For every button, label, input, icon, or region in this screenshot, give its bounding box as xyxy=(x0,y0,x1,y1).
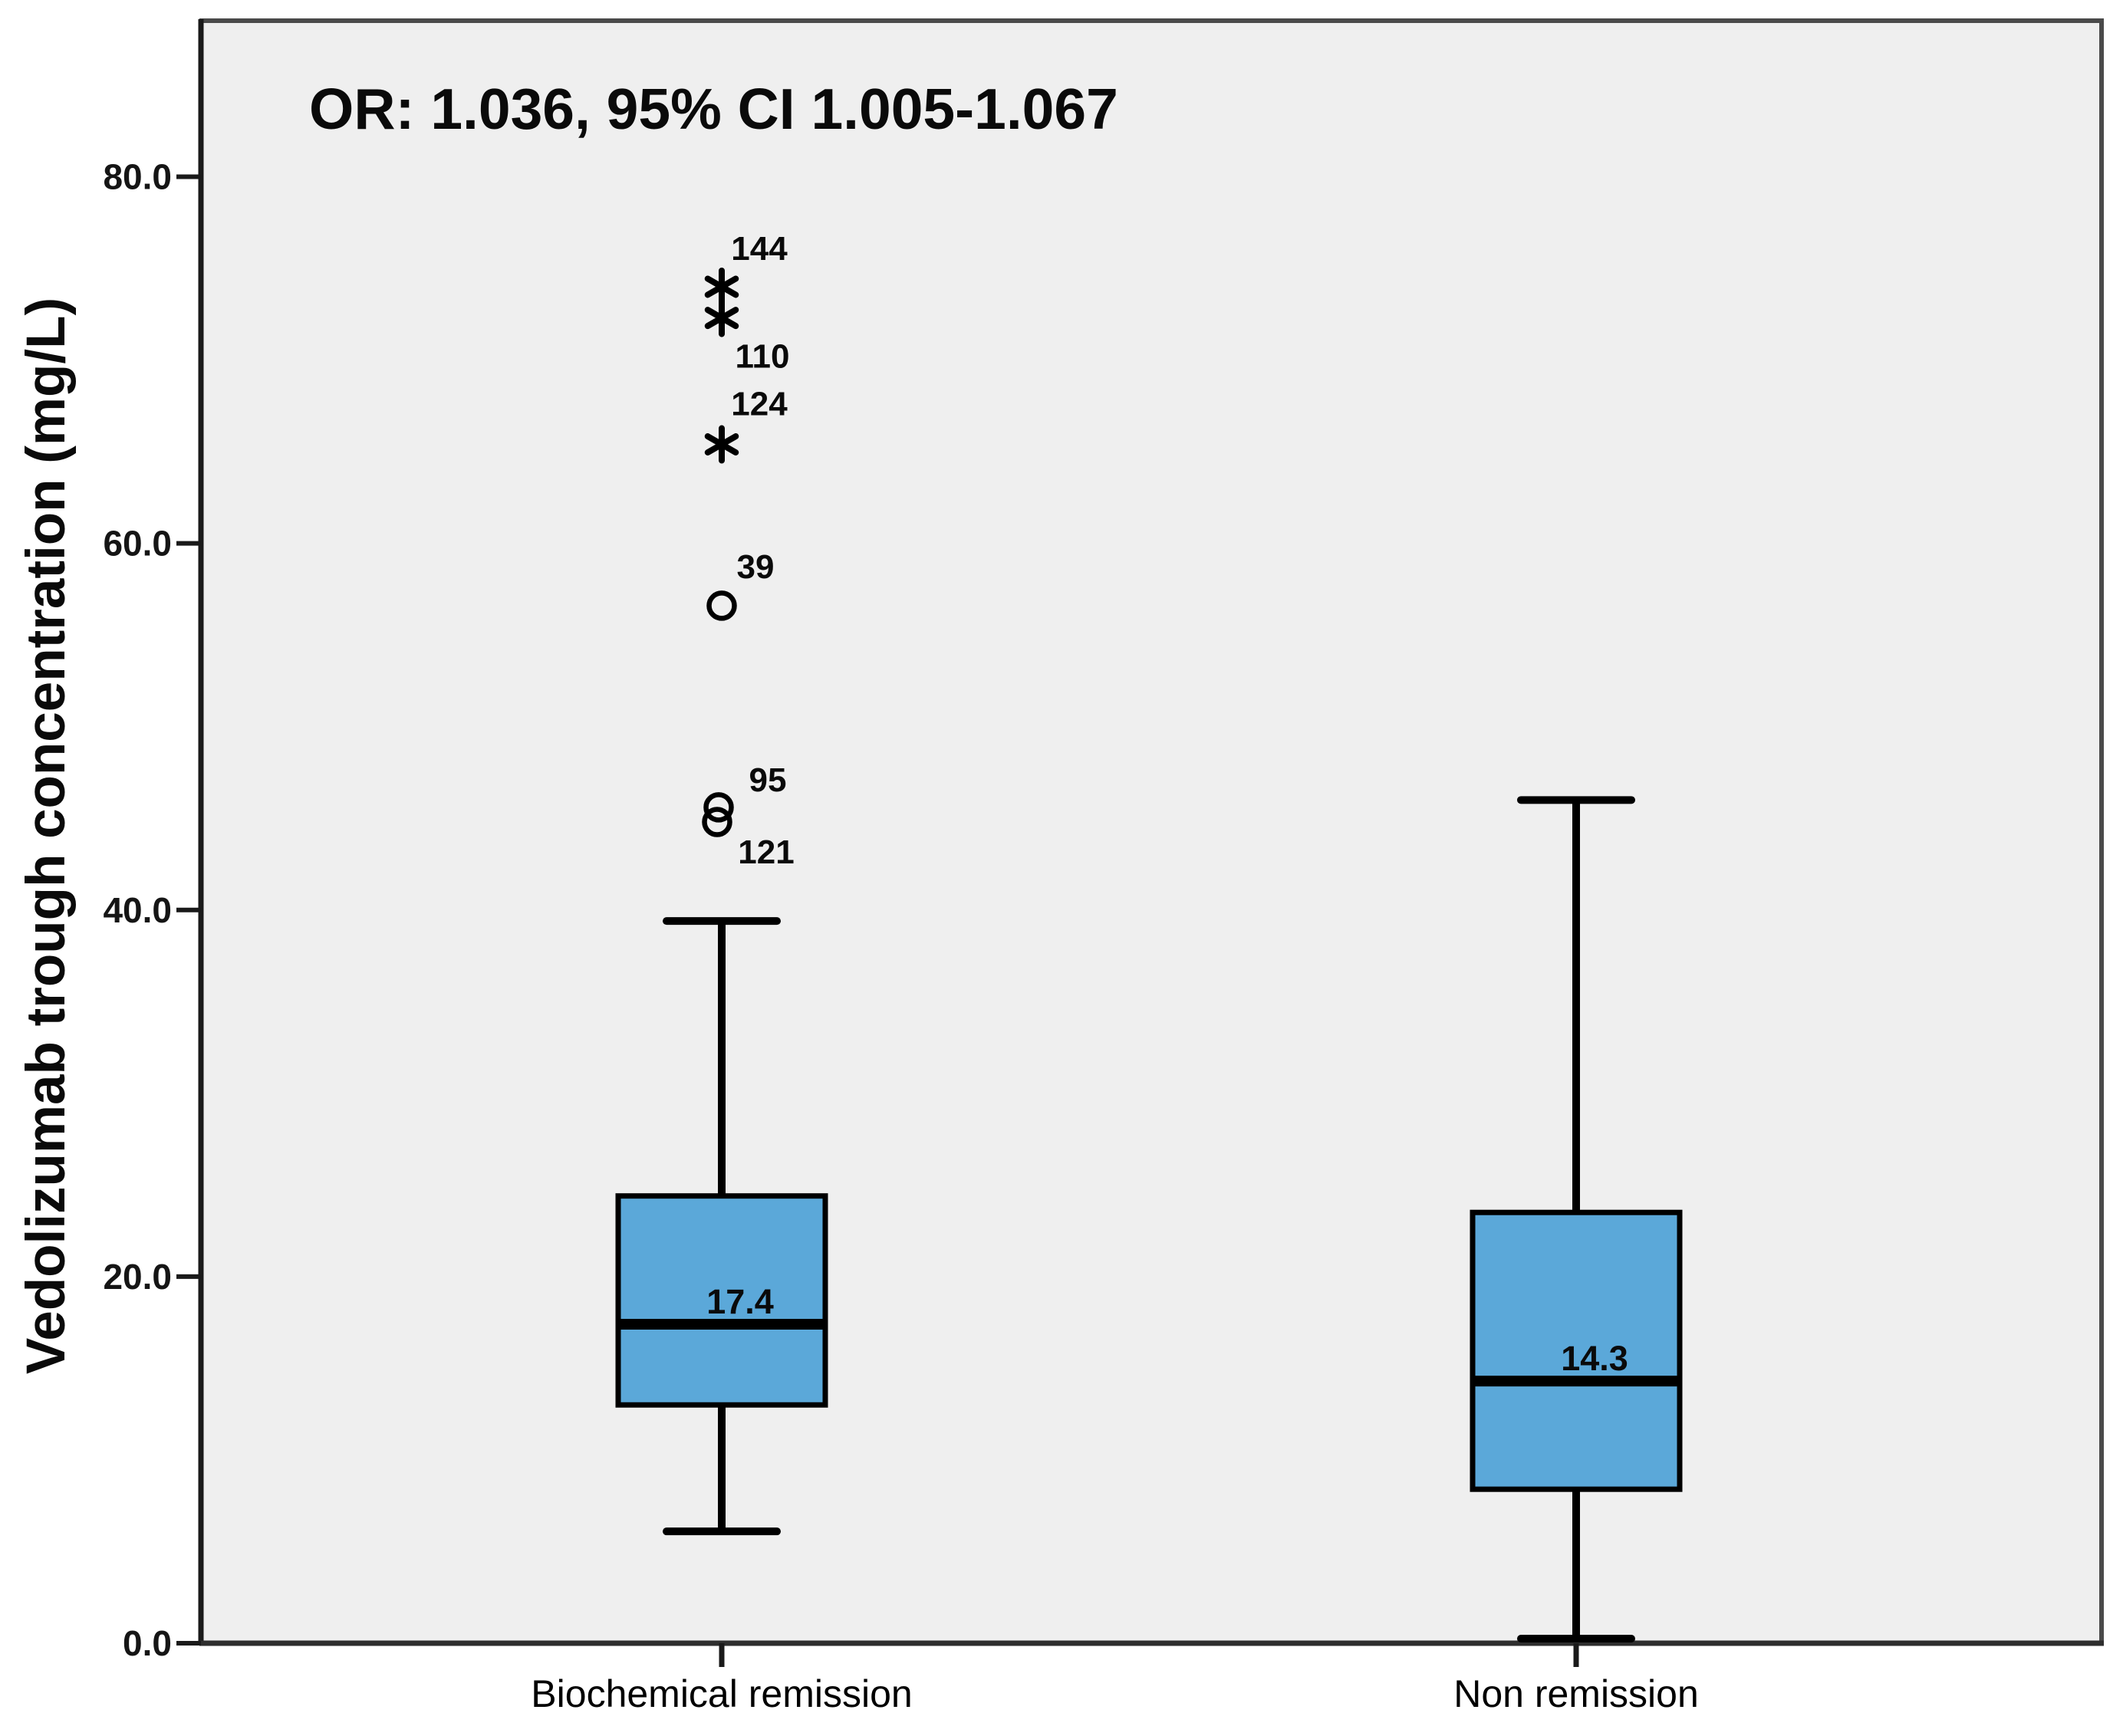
outlier-circle xyxy=(703,792,734,823)
outlier-case-label: 124 xyxy=(731,386,788,423)
outlier-case-label: 95 xyxy=(749,761,787,799)
plot-area xyxy=(199,19,2104,1643)
extreme-outlier-star xyxy=(704,267,739,306)
outlier-case-label: 110 xyxy=(736,338,790,376)
y-tick-label: 0.0 xyxy=(123,1623,172,1663)
outlier-case-label: 144 xyxy=(731,230,788,268)
y-tick-label: 40.0 xyxy=(103,890,172,930)
box xyxy=(1470,1209,1683,1492)
category-label: Non remission xyxy=(1453,1672,1699,1715)
y-tick-label: 20.0 xyxy=(103,1257,172,1297)
odds-ratio-annotation: OR: 1.036, 95% CI 1.005-1.067 xyxy=(309,77,1118,141)
outlier-case-label: 39 xyxy=(737,548,775,586)
box xyxy=(615,1193,828,1408)
median-value-label: 14.3 xyxy=(1561,1339,1628,1378)
outlier-circle xyxy=(702,807,732,837)
extreme-outlier-star xyxy=(704,425,739,464)
outlier-case-label: 121 xyxy=(738,833,794,871)
y-tick-label: 80.0 xyxy=(103,157,172,197)
category-label: Biochemical remission xyxy=(531,1672,912,1715)
y-tick-label: 60.0 xyxy=(103,524,172,564)
y-axis-title: Vedolizumab trough concentration (mg/L) xyxy=(16,298,77,1374)
outlier-circle xyxy=(706,590,737,621)
chart-marks: 0.0 20.0 40.0 60.0 80.0 17.4 Biochemical remis… xyxy=(103,157,1698,1715)
median-value-label: 17.4 xyxy=(706,1282,774,1321)
extreme-outlier-star xyxy=(704,298,739,337)
